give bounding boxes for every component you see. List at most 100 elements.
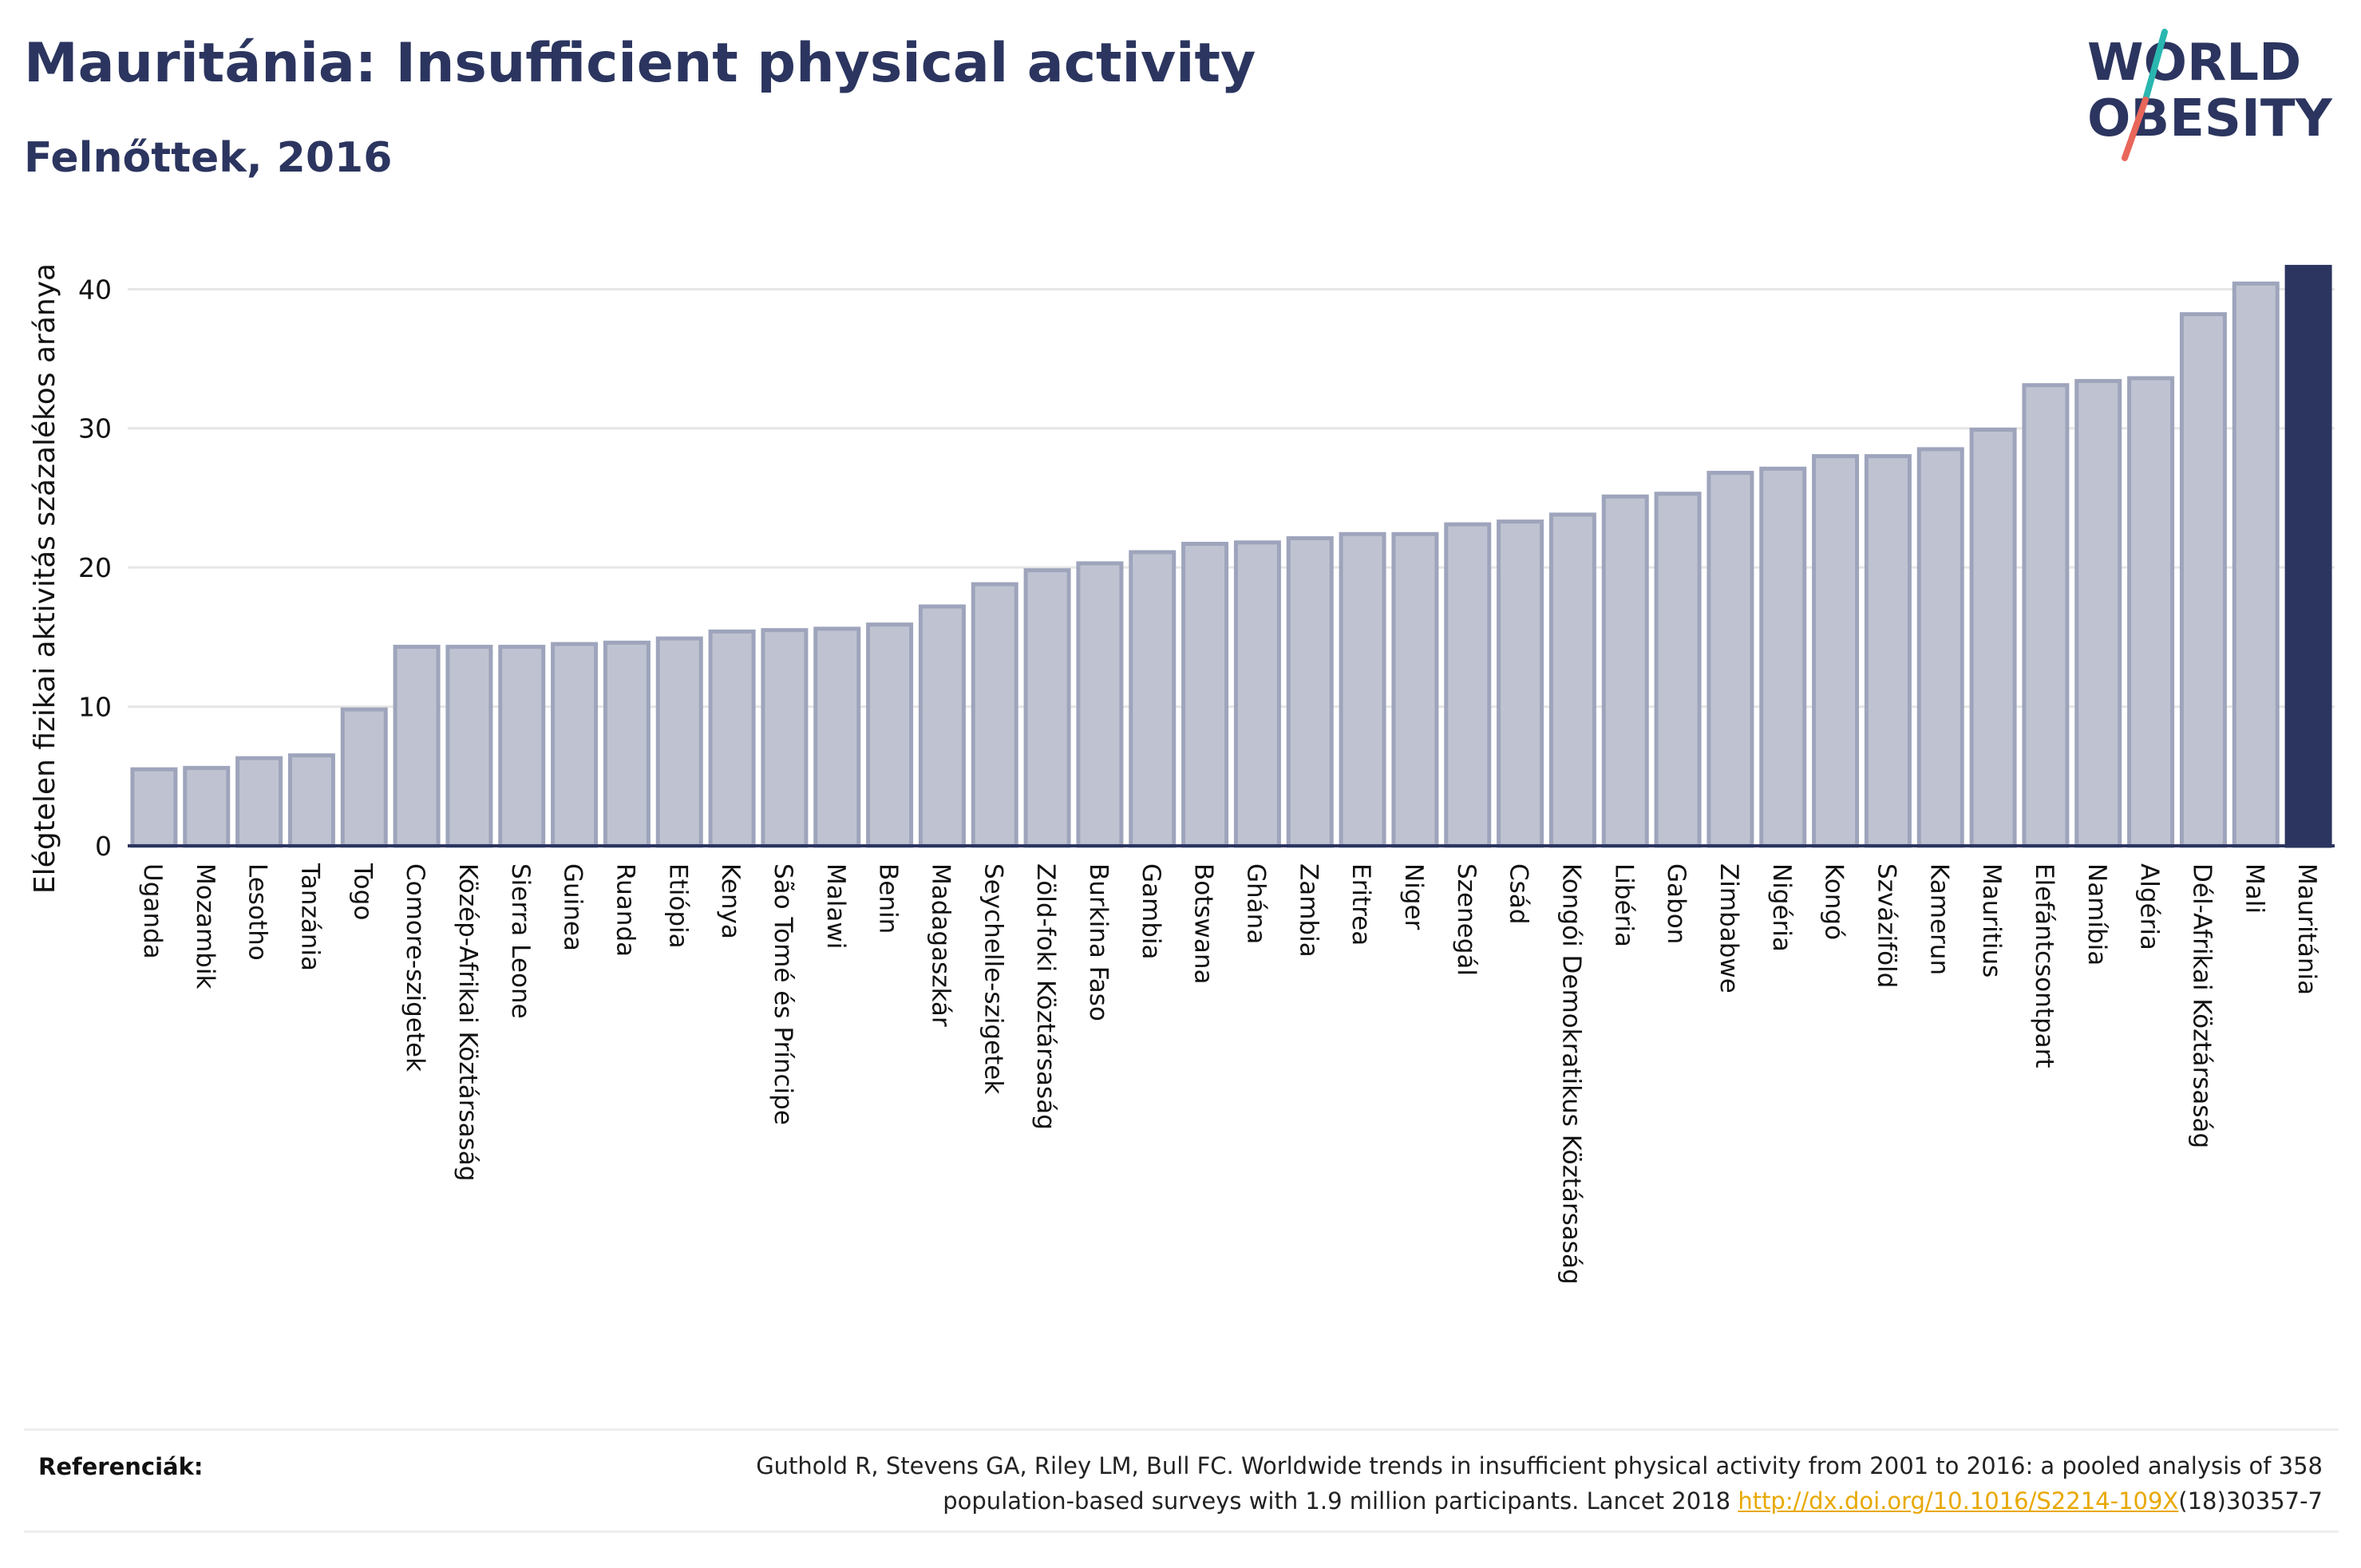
bar (1444, 522, 1492, 848)
x-tick-label: Ghána (1241, 863, 1270, 944)
bar (1864, 454, 1912, 848)
x-tick-label: Malawi (821, 863, 850, 949)
x-tick-label: Kamerun (1924, 863, 1953, 975)
bar (655, 636, 703, 848)
bar (2022, 383, 2070, 848)
bar (1601, 494, 1649, 848)
bar (1023, 568, 1071, 848)
x-tick-label: Namíbia (2082, 863, 2111, 966)
x-tick-label: Mauritius (1977, 863, 2006, 978)
x-tick-label: Botswana (1189, 863, 1218, 985)
x-tick-label: Mauritánia (2292, 863, 2321, 995)
bar (2232, 281, 2280, 848)
bar (287, 753, 335, 848)
x-tick-label: Benin (874, 863, 903, 934)
y-tick-label: 40 (78, 274, 112, 305)
bar (1339, 531, 1386, 848)
x-tick-label: Szenegál (1452, 863, 1481, 976)
x-tick-label: Kenya (716, 863, 745, 939)
bar (2127, 376, 2175, 848)
x-tick-label: Etiópia (663, 863, 692, 949)
bar (971, 582, 1018, 848)
x-tick-label: Eritrea (1347, 863, 1375, 946)
logo-slash-teal (2142, 29, 2168, 103)
x-tick-label: Comore-szigetek (401, 863, 429, 1072)
x-tick-label: Tanzánia (295, 863, 324, 971)
x-tick-label: Közép-Afrikai Köztársaság (453, 863, 482, 1181)
bar (498, 645, 546, 848)
references-label: Referenciák: (38, 1453, 204, 1480)
bar (1812, 454, 1860, 848)
bar (866, 622, 914, 848)
bar (445, 645, 493, 848)
y-tick-label: 0 (95, 831, 112, 862)
gridlines (128, 287, 2335, 709)
bar (130, 767, 178, 848)
x-tick-label: Mozambik (191, 863, 219, 989)
bar (1706, 471, 1754, 848)
bar (2074, 378, 2122, 848)
reference-line1: Guthold R, Stevens GA, Riley LM, Bull FC… (756, 1452, 2323, 1479)
world-obesity-logo: WORLD OBESITY (2087, 29, 2332, 161)
bar (1129, 550, 1177, 848)
x-tick-label: Uganda (138, 863, 167, 959)
bars (130, 264, 2332, 848)
bar (2179, 312, 2227, 848)
bar (918, 604, 966, 848)
logo-slash-red (2122, 97, 2149, 161)
reference-doi-link[interactable]: http://dx.doi.org/10.1016/S2214-109X (1738, 1487, 2179, 1515)
y-tick-label: 30 (78, 413, 112, 444)
bar (1759, 466, 1807, 848)
x-tick-label: Kongói Demokratikus Köztársaság (1556, 863, 1585, 1285)
logo-line2: OBESITY (2087, 89, 2332, 148)
bar (1969, 427, 2017, 848)
bar (1286, 536, 1334, 848)
x-tick-label: Algéria (2135, 863, 2164, 950)
y-axis-label: Elégtelen fizikai aktivitás százalékos a… (29, 263, 61, 894)
x-tick-label: Lesotho (243, 863, 272, 961)
category-labels: Uganda Mozambik Lesotho Tanzánia Togo Comore-… (138, 863, 2321, 1285)
chart-subtitle: Felnőttek, 2016 (24, 134, 393, 182)
x-tick-label: Kongó (1820, 863, 1849, 940)
y-tick-label: 10 (78, 692, 112, 723)
bar (1654, 492, 1702, 848)
y-tick-label: 20 (78, 552, 112, 583)
x-tick-label: Sierra Leone (506, 863, 535, 1019)
bar (551, 642, 599, 848)
x-tick-label: Niger (1399, 863, 1428, 930)
references-box: Referenciák: Guthold R, Stevens GA, Rile… (24, 1428, 2339, 1533)
x-tick-label: Burkina Faso (1084, 863, 1113, 1021)
bar (1391, 531, 1439, 848)
reference-line2-end: (18)30357-7 (2178, 1487, 2323, 1515)
bar (708, 629, 756, 848)
x-tick-label: Elefántcsontpart (2030, 863, 2058, 1068)
bar (1076, 561, 1124, 848)
x-tick-label: Madagaszkár (926, 863, 955, 1027)
x-tick-label: São Tomé és Príncipe (769, 863, 797, 1125)
x-tick-label: Szváziföld (1872, 863, 1900, 988)
references-text: Guthold R, Stevens GA, Riley LM, Bull FC… (487, 1448, 2323, 1519)
x-tick-label: Dél-Afrikai Köztársaság (2187, 863, 2216, 1148)
x-tick-label: Csád (1505, 863, 1533, 924)
reference-line2: population-based surveys with 1.9 millio… (943, 1487, 1738, 1515)
bar (183, 765, 231, 848)
bar (813, 626, 861, 848)
bar (340, 707, 388, 848)
bar-chart: 0 10 20 30 40 Uganda Mozambik Lesotho Tanzánia T… (29, 263, 2335, 1285)
bar (1181, 542, 1229, 848)
bar (1548, 512, 1596, 848)
x-tick-label: Zambia (1294, 863, 1323, 958)
x-tick-label: Guinea (559, 863, 587, 951)
bar (235, 756, 283, 848)
axes: 0 10 20 30 40 (78, 274, 2335, 862)
x-tick-label: Seychelle-szigetek (979, 863, 1007, 1094)
x-tick-label: Zöld-foki Köztársaság (1031, 863, 1060, 1130)
bar (1497, 519, 1544, 848)
x-tick-label: Togo (348, 863, 377, 920)
x-tick-label: Ruanda (611, 863, 639, 957)
x-tick-label: Gabon (1662, 863, 1691, 944)
x-tick-label: Gambia (1137, 863, 1165, 960)
x-tick-label: Mali (2240, 863, 2268, 914)
chart-title: Mauritánia: Insufficient physical activi… (24, 32, 1256, 95)
bar (1916, 447, 1964, 848)
